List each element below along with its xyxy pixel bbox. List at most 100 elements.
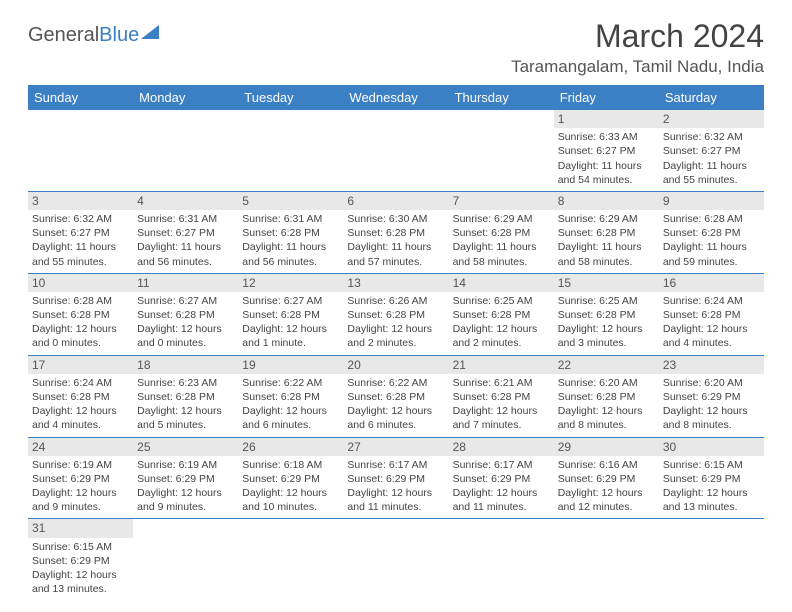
day-number: 28 xyxy=(449,438,554,456)
sunrise-text: Sunrise: 6:29 AM xyxy=(453,212,550,226)
sunrise-text: Sunrise: 6:19 AM xyxy=(32,458,129,472)
day-number: 9 xyxy=(659,192,764,210)
calendar-cell: 23Sunrise: 6:20 AMSunset: 6:29 PMDayligh… xyxy=(659,355,764,437)
sunrise-text: Sunrise: 6:28 AM xyxy=(663,212,760,226)
calendar-cell: 26Sunrise: 6:18 AMSunset: 6:29 PMDayligh… xyxy=(238,437,343,519)
sunrise-text: Sunrise: 6:33 AM xyxy=(558,130,655,144)
sunrise-text: Sunrise: 6:25 AM xyxy=(453,294,550,308)
logo-text: GeneralBlue xyxy=(28,24,139,47)
daylight-text: Daylight: 12 hours xyxy=(32,404,129,418)
calendar-cell: 5Sunrise: 6:31 AMSunset: 6:28 PMDaylight… xyxy=(238,191,343,273)
daylight-text: Daylight: 12 hours xyxy=(137,404,234,418)
daylight-text: Daylight: 12 hours xyxy=(347,322,444,336)
daylight-text: and 1 minute. xyxy=(242,336,339,350)
day-number: 4 xyxy=(133,192,238,210)
day-number: 15 xyxy=(554,274,659,292)
calendar-cell: 9 Sunrise: 6:28 AMSunset: 6:28 PMDaylight… xyxy=(659,191,764,273)
calendar-row: 31Sunrise: 6:15 AMSunset: 6:29 PMDayligh… xyxy=(28,519,764,600)
day-number: 31 xyxy=(28,519,133,537)
daylight-text: and 54 minutes. xyxy=(558,173,655,187)
sunset-text: Sunset: 6:29 PM xyxy=(663,472,760,486)
sunset-text: Sunset: 6:29 PM xyxy=(347,472,444,486)
daylight-text: Daylight: 12 hours xyxy=(347,404,444,418)
daylight-text: and 56 minutes. xyxy=(137,255,234,269)
sunrise-text: Sunrise: 6:31 AM xyxy=(137,212,234,226)
daylight-text: and 55 minutes. xyxy=(32,255,129,269)
day-number: 10 xyxy=(28,274,133,292)
daylight-text: and 55 minutes. xyxy=(663,173,760,187)
sunrise-text: Sunrise: 6:22 AM xyxy=(242,376,339,390)
sunrise-text: Sunrise: 6:32 AM xyxy=(32,212,129,226)
daylight-text: Daylight: 11 hours xyxy=(242,240,339,254)
daylight-text: and 2 minutes. xyxy=(347,336,444,350)
sunrise-text: Sunrise: 6:24 AM xyxy=(32,376,129,390)
daylight-text: Daylight: 12 hours xyxy=(453,404,550,418)
day-number: 12 xyxy=(238,274,343,292)
sunrise-text: Sunrise: 6:23 AM xyxy=(137,376,234,390)
day-number: 7 xyxy=(449,192,554,210)
calendar-cell: 4Sunrise: 6:31 AMSunset: 6:27 PMDaylight… xyxy=(133,191,238,273)
sunrise-text: Sunrise: 6:28 AM xyxy=(32,294,129,308)
daylight-text: Daylight: 12 hours xyxy=(32,322,129,336)
calendar-cell: 13Sunrise: 6:26 AMSunset: 6:28 PMDayligh… xyxy=(343,273,448,355)
calendar-cell xyxy=(133,110,238,191)
daylight-text: and 11 minutes. xyxy=(453,500,550,514)
logo: GeneralBlue xyxy=(28,24,159,47)
day-number: 16 xyxy=(659,274,764,292)
month-title: March 2024 xyxy=(511,18,764,55)
calendar-cell: 2Sunrise: 6:32 AMSunset: 6:27 PMDaylight… xyxy=(659,110,764,191)
sunset-text: Sunset: 6:28 PM xyxy=(663,226,760,240)
calendar-cell xyxy=(238,110,343,191)
daylight-text: and 58 minutes. xyxy=(558,255,655,269)
sunrise-text: Sunrise: 6:16 AM xyxy=(558,458,655,472)
sunset-text: Sunset: 6:27 PM xyxy=(137,226,234,240)
calendar-cell: 17Sunrise: 6:24 AMSunset: 6:28 PMDayligh… xyxy=(28,355,133,437)
daylight-text: and 0 minutes. xyxy=(137,336,234,350)
sunrise-text: Sunrise: 6:21 AM xyxy=(453,376,550,390)
calendar-cell: 24Sunrise: 6:19 AMSunset: 6:29 PMDayligh… xyxy=(28,437,133,519)
logo-blue: Blue xyxy=(99,24,139,46)
daylight-text: and 9 minutes. xyxy=(32,500,129,514)
daylight-text: Daylight: 11 hours xyxy=(663,240,760,254)
calendar-cell xyxy=(449,110,554,191)
daylight-text: Daylight: 11 hours xyxy=(32,240,129,254)
daylight-text: Daylight: 12 hours xyxy=(453,486,550,500)
sunset-text: Sunset: 6:28 PM xyxy=(347,226,444,240)
day-number: 8 xyxy=(554,192,659,210)
sunset-text: Sunset: 6:28 PM xyxy=(453,226,550,240)
calendar-cell xyxy=(28,110,133,191)
calendar-cell: 8Sunrise: 6:29 AMSunset: 6:28 PMDaylight… xyxy=(554,191,659,273)
calendar-cell: 22Sunrise: 6:20 AMSunset: 6:28 PMDayligh… xyxy=(554,355,659,437)
calendar-cell: 31Sunrise: 6:15 AMSunset: 6:29 PMDayligh… xyxy=(28,519,133,600)
daylight-text: Daylight: 12 hours xyxy=(558,486,655,500)
day-number: 27 xyxy=(343,438,448,456)
weekday-header-row: Sunday Monday Tuesday Wednesday Thursday… xyxy=(28,85,764,110)
day-number: 22 xyxy=(554,356,659,374)
day-number: 21 xyxy=(449,356,554,374)
daylight-text: and 4 minutes. xyxy=(663,336,760,350)
day-number: 14 xyxy=(449,274,554,292)
day-number: 20 xyxy=(343,356,448,374)
calendar-cell: 29Sunrise: 6:16 AMSunset: 6:29 PMDayligh… xyxy=(554,437,659,519)
sunrise-text: Sunrise: 6:30 AM xyxy=(347,212,444,226)
daylight-text: and 4 minutes. xyxy=(32,418,129,432)
daylight-text: and 11 minutes. xyxy=(347,500,444,514)
day-number: 19 xyxy=(238,356,343,374)
calendar-cell: 20Sunrise: 6:22 AMSunset: 6:28 PMDayligh… xyxy=(343,355,448,437)
sunrise-text: Sunrise: 6:15 AM xyxy=(663,458,760,472)
day-number: 11 xyxy=(133,274,238,292)
sunset-text: Sunset: 6:28 PM xyxy=(137,308,234,322)
day-number: 2 xyxy=(659,110,764,128)
day-number: 23 xyxy=(659,356,764,374)
daylight-text: Daylight: 12 hours xyxy=(347,486,444,500)
daylight-text: Daylight: 11 hours xyxy=(663,159,760,173)
day-number: 5 xyxy=(238,192,343,210)
sunrise-text: Sunrise: 6:31 AM xyxy=(242,212,339,226)
calendar-cell xyxy=(133,519,238,600)
day-number: 29 xyxy=(554,438,659,456)
daylight-text: and 8 minutes. xyxy=(663,418,760,432)
daylight-text: and 58 minutes. xyxy=(453,255,550,269)
sunset-text: Sunset: 6:28 PM xyxy=(242,308,339,322)
calendar-cell xyxy=(554,519,659,600)
daylight-text: Daylight: 12 hours xyxy=(242,404,339,418)
